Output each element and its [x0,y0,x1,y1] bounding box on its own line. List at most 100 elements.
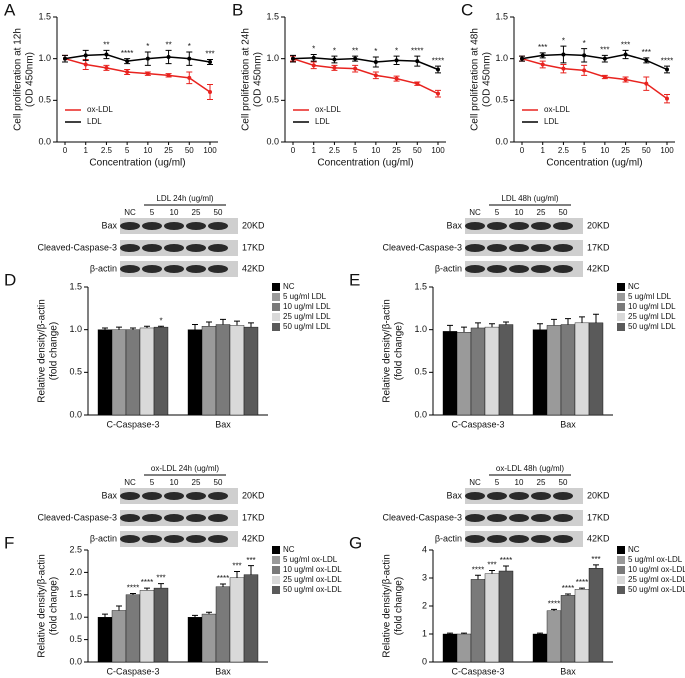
significance: *** [538,43,547,52]
x-tick-label: 5 [582,146,587,155]
x-tick-label: Bax [215,419,231,429]
x-tick-label: C-Caspase-3 [106,666,159,676]
point [373,60,378,64]
error-bar [158,583,164,589]
blot-band [465,535,485,543]
blot-band [531,265,551,273]
lane-label: 5 [495,208,500,217]
bar [560,595,576,663]
point [125,70,130,74]
error-bar [461,632,467,634]
bar [442,331,458,416]
significance: * [146,42,149,51]
significance: **** [121,49,133,58]
point [436,91,440,96]
blot-band [164,535,184,543]
x-tick-label: 1 [83,146,88,155]
panel-label: F [4,533,14,552]
point [332,65,337,70]
error-bar [130,592,136,595]
significance: *** [642,48,651,57]
blot-band [142,244,162,252]
bar [560,324,576,416]
point [208,60,212,64]
blot-band [120,244,140,252]
bar [243,326,259,416]
bar [111,329,127,416]
blot-title: ox-LDL 48h (ug/ml) [496,464,565,473]
legend-swatch [617,586,625,594]
blot-size-label: 20KD [587,220,610,230]
significance: * [333,46,336,55]
point [602,75,607,79]
bar [532,633,548,663]
bar [588,568,604,663]
y-axis-label: (OD 450nm) [253,52,264,107]
series-line [521,57,668,100]
blot-title: LDL 24h (ug/ml) [156,194,213,203]
blot-band [487,535,507,543]
point [145,71,150,76]
blot-band [465,514,485,522]
legend-label: NC [628,282,640,291]
point [291,56,295,61]
bar [229,325,245,416]
legend-swatch [272,566,280,574]
error-bar [579,316,585,323]
x-tick-label: 0 [63,146,68,155]
blot-band [553,514,573,522]
error-bar [102,327,108,330]
lane-label: NC [124,208,136,217]
blot-size-label: 42KD [587,533,610,543]
y-tick-label: 1.0 [38,53,51,63]
y-axis-label: Relative density/β-actin [382,554,393,658]
x-tick-label: 10 [143,146,152,155]
legend-swatch [617,546,625,554]
series-line [292,57,439,71]
bar [187,329,203,416]
blot-band [142,492,162,500]
lane-label: 10 [515,208,524,217]
point [415,81,420,86]
blot-band [142,535,162,543]
blot-row-label: Cleaved-Caspase-3 [382,242,462,252]
legend-label: ox-LDL [315,105,341,114]
bar [498,570,514,663]
error-bar [206,321,212,327]
error-bar [565,318,571,325]
error-bar [192,324,198,330]
bar [484,326,500,416]
bar [243,574,259,663]
bar [153,326,169,416]
x-tick-label: 1 [311,146,316,155]
point [104,52,109,57]
point [187,56,192,61]
blot-size-label: 20KD [587,490,610,500]
significance: **** [500,556,512,565]
lane-label: 5 [150,208,155,217]
blot-band [487,492,507,500]
significance: *** [600,45,609,54]
series-line [64,57,211,93]
significance: **** [141,578,153,587]
blot-band [186,222,206,230]
x-tick-label: 10 [371,146,380,155]
legend-label: 10 ug/ml LDL [283,302,331,311]
point [125,59,130,64]
blot-band [465,492,485,500]
bar [456,633,472,663]
y-axis-label: Cell proliferation at 24h [241,28,252,131]
significance: ** [352,46,358,55]
significance: * [312,45,315,54]
error-bar [461,326,467,333]
bar [111,610,127,663]
x-tick-label: 50 [413,146,422,155]
y-axis-label: Relative density/β-actin [382,299,393,403]
point [582,53,587,58]
legend-label: LDL [87,117,102,126]
blot-band [120,265,140,273]
y-tick-label: 1.5 [266,11,279,21]
x-tick-label: 25 [392,146,401,155]
y-axis-label: Cell proliferation at 48h [470,28,481,131]
legend-label: ox-LDL [544,105,570,114]
